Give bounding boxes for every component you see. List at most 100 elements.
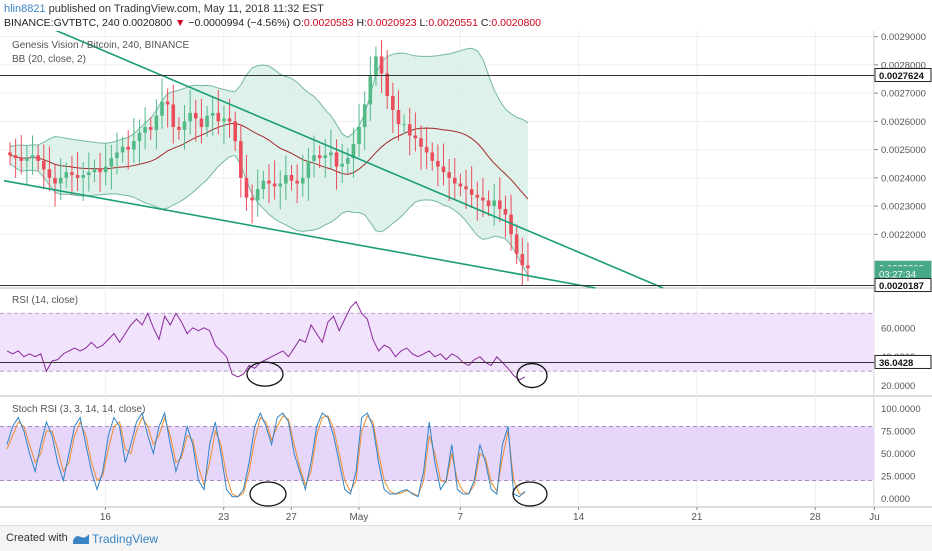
rsi-band-fill (0, 313, 874, 372)
candle-body (458, 183, 463, 187)
candle-body (137, 132, 142, 142)
candle-body (368, 76, 373, 105)
candle-body (64, 172, 69, 178)
change-down-icon: ▼ (175, 17, 186, 29)
author-link[interactable]: hlin8821 (4, 3, 46, 15)
x-tick-label: 27 (286, 512, 298, 523)
candle-body (374, 56, 378, 77)
publish-header: hlin8821 published on TradingView.com, M… (4, 3, 324, 15)
candle-body (329, 152, 333, 156)
candle-body (165, 101, 170, 105)
stoch-tick-label: 75.0000 (881, 427, 915, 438)
open-prefix: O: (292, 17, 304, 29)
high-prefix: H: (353, 17, 367, 29)
x-tick-label: 7 (458, 512, 464, 523)
candle-body (346, 158, 350, 164)
candle-body (379, 56, 384, 74)
candle-body (430, 152, 435, 161)
stoch-tick-label: 50.0000 (881, 449, 915, 460)
candle-body (526, 265, 530, 269)
candle-body (36, 155, 40, 161)
created-with-text: Created with (6, 532, 68, 544)
candle-body (306, 160, 311, 178)
candle-body (334, 152, 339, 167)
price-axes: 16 23 27 May 7 14 21 28 Ju0.00290000.00280000.00… (100, 32, 932, 523)
candle-body (177, 127, 181, 130)
candle-body (498, 200, 502, 209)
candle-body (227, 118, 232, 122)
y-tick-label: 0.0025000 (881, 145, 926, 156)
candle-body (300, 177, 305, 184)
candle-body (148, 127, 153, 130)
tradingview-brand-link[interactable]: TradingView (92, 532, 159, 546)
rsi-tick-label: 20.0000 (881, 381, 915, 392)
annotation-circle (249, 481, 287, 507)
y-tick-label: 0.0029000 (881, 32, 926, 43)
stoch-pane-title: Stoch RSI (3, 3, 14, 14, close) (12, 404, 146, 415)
symbol-header: BINANCE:GVTBTC, 240 0.0020800 ▼ −0.00009… (4, 17, 541, 29)
candle-body (436, 160, 440, 167)
candle-body (47, 169, 52, 178)
price-label-box (874, 278, 932, 293)
candle-body (486, 200, 491, 207)
chart-area[interactable]: 16 23 27 May 7 14 21 28 Ju0.00290000.00280000.00… (0, 31, 932, 525)
y-tick-label: 0.0023000 (881, 202, 926, 213)
trendline (3, 179, 596, 289)
candle-body (109, 158, 114, 167)
candle-body (87, 172, 91, 176)
candle-body (120, 146, 125, 153)
candle-body (103, 166, 108, 173)
publish-info: published on TradingView.com, May 11, 20… (45, 3, 324, 15)
candle-body (53, 177, 57, 184)
stoch-d-line (6, 414, 526, 498)
x-tick-label: 21 (691, 512, 703, 523)
candle-body (188, 112, 192, 122)
candle-body (351, 143, 356, 159)
symbol-info: BINANCE:GVTBTC, 240 0.0020800 (4, 17, 175, 29)
annotation-circle (246, 361, 284, 387)
bb-indicator-label: BB (20, close, 2) (12, 54, 86, 65)
candle-body (407, 124, 412, 136)
candle-body (250, 197, 254, 201)
candle-body (81, 175, 85, 178)
candle-body (239, 141, 243, 178)
y-tick-label: 0.0024000 (881, 173, 926, 184)
candle-body (216, 112, 221, 122)
candle-body (143, 127, 147, 133)
y-tick-label: 0.0026000 (881, 117, 926, 128)
stoch-tick-label: 25.0000 (881, 472, 915, 483)
stoch-tick-label: 100.0000 (881, 404, 921, 415)
candle-body (514, 234, 519, 255)
stoch-k-line (6, 411, 526, 498)
candle-body (362, 104, 367, 128)
candle-body (509, 214, 513, 235)
candle-body (75, 175, 80, 178)
bb-fill-area (10, 48, 528, 276)
x-tick-label: 14 (573, 512, 585, 523)
candle-body (402, 124, 406, 126)
annotation-circle (516, 362, 548, 389)
candle-body (452, 177, 457, 184)
candle-body (419, 138, 423, 147)
tradingview-logo-icon (72, 531, 90, 548)
candle-body (205, 115, 209, 128)
candle-body (255, 189, 260, 201)
candle-body (126, 146, 131, 150)
candle-body (267, 180, 271, 184)
main-pane-title: Genesis Vision / Bitcoin, 240, BINANCE (12, 40, 190, 51)
price-label-box (874, 68, 932, 83)
open-value: 0.0020583 (303, 17, 354, 29)
candle-body (413, 135, 418, 139)
candle-body (70, 172, 74, 176)
bb-lower-line (9, 154, 529, 276)
candle-body (30, 155, 35, 159)
candle-body (13, 155, 18, 159)
y-tick-label: 0.0027000 (881, 89, 926, 100)
candle-body (357, 127, 361, 144)
candle-body (244, 177, 249, 198)
candle-body (520, 254, 525, 266)
candle-body (481, 197, 485, 201)
candle-body (193, 112, 198, 119)
y-tick-label: 0.0028000 (881, 60, 926, 71)
candle-body (41, 160, 46, 170)
